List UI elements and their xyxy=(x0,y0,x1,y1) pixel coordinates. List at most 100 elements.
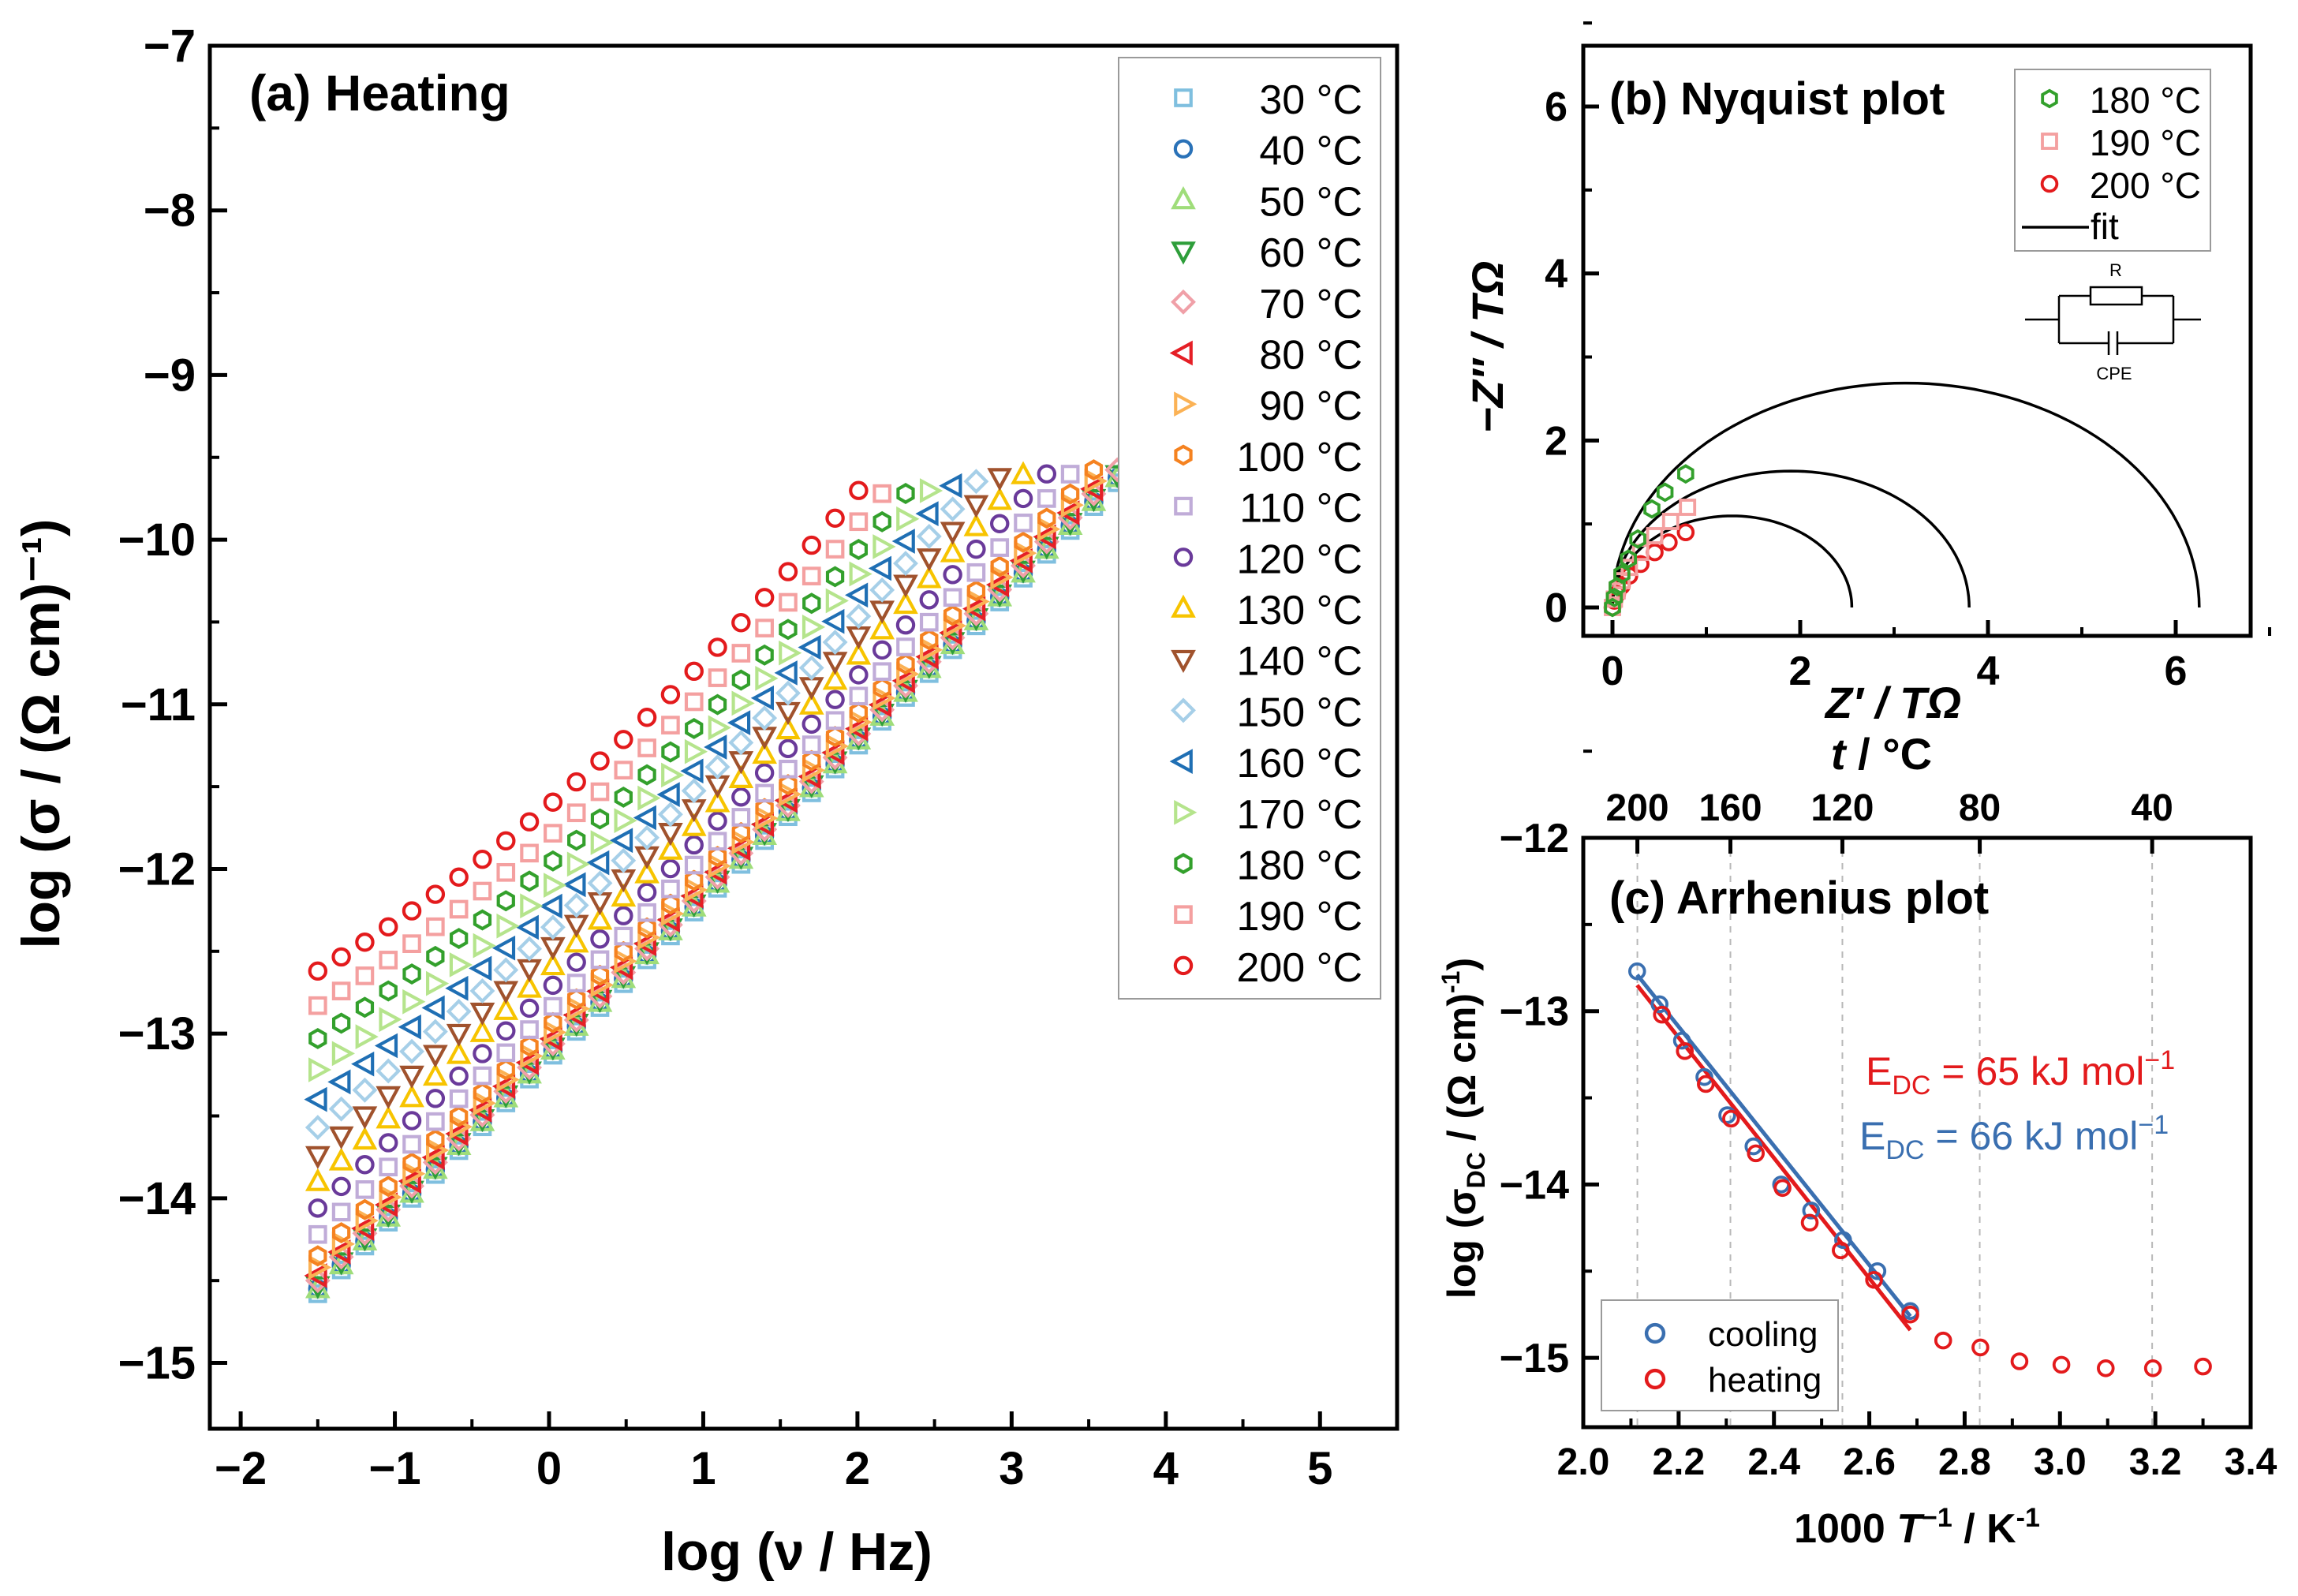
data-point xyxy=(473,849,492,869)
data-point xyxy=(779,781,802,807)
data-point xyxy=(469,955,492,981)
fit-line-cooling xyxy=(1635,974,1912,1318)
legend-label: 150 °C xyxy=(1236,690,1362,735)
data-point xyxy=(896,653,915,675)
data-point xyxy=(685,869,704,891)
data-point xyxy=(304,1263,327,1288)
data-point xyxy=(1660,533,1678,551)
data-point xyxy=(520,1035,539,1057)
data-point xyxy=(919,478,943,503)
data-point xyxy=(940,539,966,563)
data-point xyxy=(328,1096,354,1122)
data-point xyxy=(496,1043,516,1063)
data-point xyxy=(331,1202,351,1222)
data-point xyxy=(449,899,469,919)
data-point xyxy=(566,803,586,823)
data-point xyxy=(798,691,824,715)
data-point xyxy=(868,692,892,718)
data-point xyxy=(469,1097,492,1123)
data-point xyxy=(328,1147,354,1171)
data-point xyxy=(520,1020,539,1039)
data-point xyxy=(634,860,660,884)
series-150C xyxy=(305,469,989,1141)
data-point xyxy=(402,1111,422,1131)
data-point xyxy=(825,566,845,588)
panel-b-frame xyxy=(1581,43,2253,638)
data-point xyxy=(520,870,539,892)
data-point xyxy=(379,980,398,1002)
legend-marker xyxy=(1169,340,1193,366)
data-point xyxy=(684,835,704,855)
panel-c-legend-box xyxy=(1601,1299,1839,1411)
data-point xyxy=(755,619,774,637)
data-point xyxy=(1060,483,1080,505)
data-point xyxy=(943,565,962,585)
x-tick-label: 2.6 xyxy=(1843,1441,1896,1483)
data-point xyxy=(872,677,891,699)
data-point xyxy=(822,630,848,655)
legend-label: 50 °C xyxy=(1259,179,1362,225)
data-point xyxy=(779,774,798,796)
data-point xyxy=(331,1176,351,1197)
data-point xyxy=(1747,1144,1766,1163)
data-point xyxy=(801,714,821,734)
data-point xyxy=(825,540,845,559)
data-point xyxy=(1014,540,1037,566)
data-point xyxy=(590,751,610,771)
data-point xyxy=(519,998,540,1019)
circuit-cpe-label: CPE xyxy=(2096,364,2132,383)
panel-b-nyquist: (b) Nyquist plot 00 2 2 4 4 6 6 Z′ / TΩ −Z″ / … xyxy=(1463,21,2271,727)
data-point xyxy=(1901,1305,1919,1324)
y-tick-label: −14 xyxy=(1500,1162,1569,1208)
data-point xyxy=(801,757,826,783)
data-point xyxy=(849,709,872,735)
y-tick-label: −15 xyxy=(118,1338,196,1389)
panel-b-xlabel: Z′ / TΩ xyxy=(1824,678,1961,727)
data-point xyxy=(940,521,966,545)
top-tick-label: 160 xyxy=(1698,787,1762,829)
series-180C xyxy=(308,483,915,1049)
data-point xyxy=(704,789,731,813)
data-point xyxy=(1653,1005,1671,1024)
y-tick-label: −8 xyxy=(144,185,196,237)
panel-a-ticks: −2 −1 0 1 2 3 4 5−15−14−13−12−11−10−9−8−7 xyxy=(118,21,1333,1494)
y-tick-label: −15 xyxy=(1500,1336,1569,1381)
data-point xyxy=(496,890,515,912)
data-point xyxy=(915,501,939,526)
data-point xyxy=(943,604,962,626)
data-point xyxy=(611,883,637,907)
series-110C xyxy=(308,465,1080,1244)
data-point xyxy=(590,972,614,998)
data-point xyxy=(633,931,656,957)
panel-c-title: (c) Arrhenius plot xyxy=(1609,873,1989,924)
data-point xyxy=(872,686,896,711)
x-tick-label: 2.4 xyxy=(1747,1441,1800,1483)
panel-a-ylabel: log (σ / (Ω cm)⁻¹) xyxy=(11,519,71,949)
data-point xyxy=(962,596,986,622)
data-point xyxy=(402,1134,421,1154)
data-point xyxy=(425,884,446,904)
ea-cooling-annotation: EDC = 66 kJ mol−1 xyxy=(1859,1110,2169,1165)
panel-a-title: (a) Heating xyxy=(249,65,510,121)
data-point xyxy=(449,867,469,887)
data-point xyxy=(402,963,421,985)
data-point xyxy=(708,846,727,868)
data-point xyxy=(637,903,656,922)
data-point xyxy=(661,893,680,915)
panel-a-legend: 30 °C 40 °C 50 °C 60 °C 70 °C 80 °C90 °C 100 °… xyxy=(1169,77,1362,991)
legend-marker xyxy=(1174,444,1193,466)
data-point xyxy=(755,798,774,820)
data-point xyxy=(731,787,751,807)
data-point xyxy=(376,1086,402,1109)
data-point xyxy=(425,1089,446,1108)
data-point xyxy=(821,740,845,765)
ea-heating-annotation: EDC = 65 kJ mol−1 xyxy=(1866,1045,2175,1101)
data-point xyxy=(379,1184,402,1210)
data-point xyxy=(801,735,821,754)
data-point xyxy=(1013,488,1033,509)
data-point xyxy=(661,741,680,763)
x-tick-label: −2 xyxy=(215,1443,267,1494)
legend-label: 160 °C xyxy=(1236,741,1362,787)
data-point xyxy=(328,1126,354,1149)
legend-marker xyxy=(1171,697,1196,723)
